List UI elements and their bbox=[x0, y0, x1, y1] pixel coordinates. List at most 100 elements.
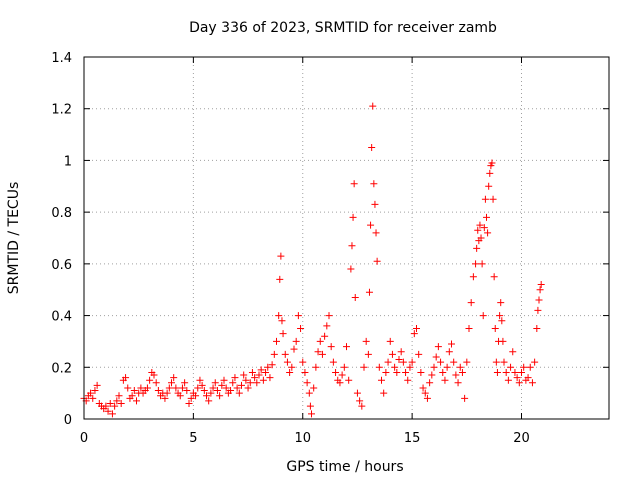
data-point bbox=[198, 381, 206, 389]
data-point bbox=[480, 224, 488, 232]
data-point bbox=[242, 376, 250, 384]
data-point bbox=[270, 350, 278, 358]
data-point bbox=[450, 358, 458, 366]
data-point bbox=[128, 392, 136, 400]
data-point bbox=[461, 394, 469, 402]
data-point bbox=[305, 389, 313, 397]
data-point bbox=[259, 376, 267, 384]
data-points bbox=[80, 102, 545, 418]
y-tick-label: 1.4 bbox=[51, 51, 72, 66]
data-point bbox=[417, 368, 425, 376]
data-point bbox=[124, 384, 132, 392]
data-point bbox=[281, 350, 289, 358]
data-point bbox=[108, 410, 116, 418]
data-point bbox=[203, 392, 210, 400]
data-point bbox=[227, 387, 235, 395]
data-point bbox=[441, 376, 449, 384]
data-point bbox=[347, 265, 355, 273]
data-point bbox=[240, 371, 248, 379]
data-point bbox=[163, 389, 171, 397]
data-point bbox=[187, 394, 195, 402]
data-point bbox=[292, 337, 300, 345]
data-point bbox=[531, 358, 539, 366]
data-point bbox=[316, 337, 324, 345]
data-point bbox=[161, 394, 169, 402]
data-point bbox=[434, 343, 442, 351]
data-point bbox=[463, 358, 471, 366]
data-point bbox=[536, 286, 544, 294]
data-point bbox=[504, 376, 512, 384]
data-point bbox=[218, 381, 226, 389]
data-point bbox=[502, 368, 510, 376]
data-point bbox=[534, 306, 542, 314]
data-point bbox=[336, 379, 344, 387]
data-point bbox=[275, 312, 283, 320]
data-point bbox=[497, 299, 505, 307]
plot-frame bbox=[83, 56, 610, 420]
data-point bbox=[476, 221, 484, 229]
data-point bbox=[520, 363, 528, 371]
x-tick-label: 10 bbox=[294, 431, 311, 446]
y-tick-label: 0.2 bbox=[51, 361, 72, 376]
data-point bbox=[365, 288, 373, 296]
data-point bbox=[327, 343, 335, 351]
data-point bbox=[483, 213, 490, 221]
x-tick-label: 20 bbox=[513, 431, 530, 446]
data-point bbox=[196, 376, 204, 384]
data-point bbox=[310, 384, 318, 392]
data-point bbox=[91, 387, 99, 395]
data-point bbox=[413, 325, 420, 332]
x-tick-label: 15 bbox=[404, 431, 421, 446]
data-point bbox=[481, 195, 489, 203]
data-point bbox=[350, 180, 358, 188]
data-point bbox=[143, 384, 151, 392]
data-point bbox=[216, 392, 224, 400]
data-point bbox=[122, 374, 130, 382]
data-point bbox=[499, 337, 507, 345]
data-point bbox=[321, 332, 329, 340]
y-tick-label: 1 bbox=[64, 154, 72, 169]
y-tick-label: 1.2 bbox=[51, 103, 72, 118]
data-point bbox=[491, 325, 499, 332]
data-point bbox=[207, 389, 215, 397]
data-point bbox=[496, 312, 504, 320]
data-point bbox=[526, 363, 534, 371]
chart-title: Day 336 of 2023, SRMTID for receiver zam… bbox=[189, 20, 497, 36]
data-point bbox=[244, 384, 252, 392]
data-point bbox=[397, 348, 405, 356]
data-point bbox=[477, 234, 485, 242]
y-tick-label: 0 bbox=[64, 413, 72, 428]
data-point bbox=[279, 330, 287, 338]
data-point bbox=[375, 363, 383, 371]
data-point bbox=[473, 244, 481, 252]
data-point bbox=[290, 345, 298, 353]
data-point bbox=[192, 392, 200, 400]
grid-layer bbox=[84, 57, 609, 419]
data-point bbox=[370, 180, 378, 188]
data-point bbox=[87, 389, 95, 397]
data-point bbox=[253, 379, 261, 387]
data-point bbox=[439, 368, 447, 376]
data-point bbox=[165, 384, 173, 392]
data-point bbox=[537, 281, 545, 289]
data-point bbox=[391, 363, 399, 371]
data-point bbox=[500, 358, 508, 366]
data-point bbox=[338, 371, 346, 379]
data-point bbox=[306, 402, 314, 410]
data-point bbox=[421, 389, 429, 397]
data-point bbox=[368, 144, 376, 151]
data-point bbox=[490, 273, 498, 281]
axis-ticks: 0 0.2 0.4 0.6 0.8 1 1.2 1.4 0 5 10 15 20 bbox=[51, 51, 609, 446]
y-tick-label: 0.8 bbox=[51, 206, 72, 221]
data-point bbox=[264, 363, 272, 371]
data-point bbox=[513, 374, 521, 382]
data-point bbox=[194, 384, 202, 392]
data-point bbox=[93, 381, 101, 389]
data-point bbox=[102, 402, 110, 410]
data-point bbox=[238, 381, 245, 389]
data-point bbox=[386, 337, 394, 345]
data-point bbox=[485, 182, 493, 190]
data-point bbox=[303, 379, 311, 387]
x-axis-label: GPS time / hours bbox=[286, 459, 403, 475]
